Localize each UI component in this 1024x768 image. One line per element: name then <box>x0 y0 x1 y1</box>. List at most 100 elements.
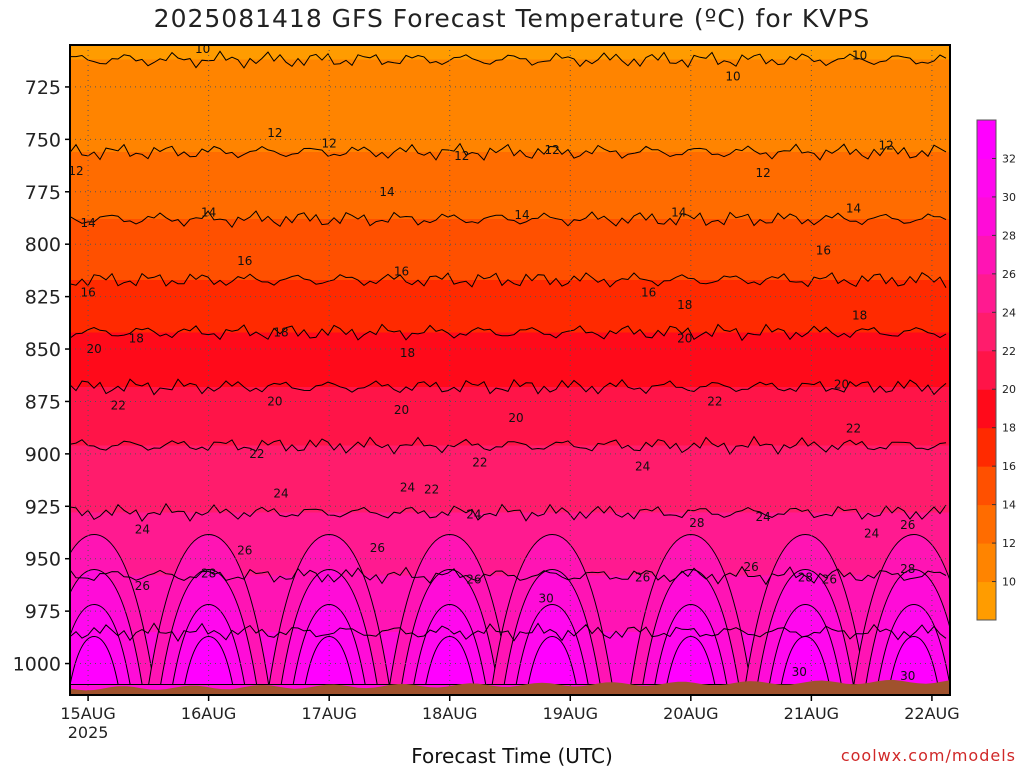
contour-label: 20 <box>394 403 409 417</box>
contour-label: 22 <box>846 422 861 436</box>
colorbar-swatch <box>977 350 996 390</box>
hotspot-dome <box>527 636 577 686</box>
contour-label: 24 <box>466 508 481 522</box>
isotherm-10 <box>70 50 947 69</box>
colorbar-swatch <box>977 581 996 621</box>
y-tick-label: 800 <box>25 234 61 256</box>
contour-label: 24 <box>135 522 150 536</box>
contour-label: 24 <box>756 510 771 524</box>
hotspot-dome <box>889 636 939 686</box>
y-tick-label: 950 <box>25 549 61 571</box>
x-tick-label: 17AUG <box>301 704 356 723</box>
contour-label: 16 <box>80 285 95 299</box>
contour-label: 10 <box>195 42 210 56</box>
plot-frame <box>69 44 951 696</box>
colorbar-swatch <box>977 504 996 544</box>
y-tick-label: 825 <box>25 287 61 309</box>
isotherm-22 <box>70 435 947 456</box>
isotherm-26 <box>70 565 947 586</box>
isotherm-24 <box>70 502 947 522</box>
colorbar-tick-label: 30 <box>1002 191 1016 204</box>
contour-label: 12 <box>545 143 560 157</box>
contour-label: 14 <box>846 202 861 216</box>
contour-label: 26 <box>466 573 481 587</box>
contour-label: 24 <box>400 480 415 494</box>
contour-label: 22 <box>472 455 487 469</box>
contour-label: 20 <box>267 394 282 408</box>
contour-label: 24 <box>273 487 288 501</box>
contour-label: 30 <box>792 665 807 679</box>
colorbar-swatch <box>977 120 996 159</box>
surface-ground <box>70 680 950 695</box>
contour-label: 12 <box>878 139 893 153</box>
colorbar-swatch <box>977 235 996 275</box>
contour-label: 12 <box>756 166 771 180</box>
colorbar-tick-label: 18 <box>1002 422 1016 435</box>
contour-label: 26 <box>370 541 385 555</box>
colorbar-tick-label: 12 <box>1002 537 1016 550</box>
contour-label: 14 <box>379 185 394 199</box>
x-tick-label: 20AUG <box>663 704 718 723</box>
credit-text: coolwx.com/models <box>840 746 1016 765</box>
contour-label: 10 <box>725 69 740 83</box>
colorbar-tick-label: 28 <box>1002 229 1016 242</box>
contour-label: 22 <box>424 483 439 497</box>
colorbar-swatch <box>977 312 996 352</box>
y-tick-label: 1000 <box>13 654 61 676</box>
contour-label: 26 <box>135 579 150 593</box>
isotherm-20 <box>70 378 947 396</box>
contour-label: 16 <box>394 264 409 278</box>
contour-label: 26 <box>743 560 758 574</box>
contour-label: 12 <box>322 137 337 151</box>
x-tick-label: 19AUG <box>543 704 598 723</box>
isotherm-18 <box>70 323 947 342</box>
contour-label: 16 <box>816 243 831 257</box>
contour-label: 20 <box>834 378 849 392</box>
contour-label: 22 <box>707 394 722 408</box>
colorbar-swatch <box>977 427 996 467</box>
colorbar-tick-label: 10 <box>1002 576 1016 589</box>
contour-label: 28 <box>689 516 704 530</box>
contour-label: 26 <box>237 543 252 557</box>
contour-label: 28 <box>201 566 216 580</box>
colorbar-swatch <box>977 543 996 583</box>
contour-label: 26 <box>635 571 650 585</box>
isotherm-contours <box>70 50 947 642</box>
y-tick-label: 775 <box>25 182 61 204</box>
colorbar-swatch <box>977 466 996 506</box>
x-tick-label: 21AUG <box>784 704 839 723</box>
isotherm-16 <box>70 272 947 288</box>
grid-lines <box>70 45 950 695</box>
y-tick-label: 875 <box>25 391 61 413</box>
contour-label: 14 <box>80 216 95 230</box>
y-tick-label: 975 <box>25 601 61 623</box>
colorbar-tick-label: 22 <box>1002 345 1016 358</box>
contour-label: 12 <box>267 126 282 140</box>
y-tick-label: 725 <box>25 77 61 99</box>
x-axis-label: Forecast Time (UTC) <box>411 744 613 768</box>
colorbar-tick-label: 24 <box>1002 306 1016 319</box>
colorbar-swatch <box>977 196 996 236</box>
colorbar-swatch <box>977 273 996 313</box>
isotherm-28 <box>70 622 947 642</box>
contour-label: 14 <box>514 208 529 222</box>
contour-label: 16 <box>237 254 252 268</box>
contour-label: 20 <box>86 342 101 356</box>
x-tick-label: 22AUG <box>904 704 959 723</box>
contour-label: 30 <box>900 669 915 683</box>
contour-label: 22 <box>249 447 264 461</box>
contour-label: 18 <box>273 325 288 339</box>
x-tick-label: 18AUG <box>422 704 477 723</box>
colorbar-swatch <box>977 389 996 429</box>
contour-label: 18 <box>129 332 144 346</box>
y-tick-label: 750 <box>25 129 61 151</box>
contour-label: 18 <box>852 308 867 322</box>
y-tick-label: 850 <box>25 339 61 361</box>
contour-label: 30 <box>539 592 554 606</box>
contour-label: 14 <box>671 206 686 220</box>
hotspot-dome <box>70 636 119 686</box>
contour-label: 18 <box>677 298 692 312</box>
y-tick-label: 900 <box>25 444 61 466</box>
